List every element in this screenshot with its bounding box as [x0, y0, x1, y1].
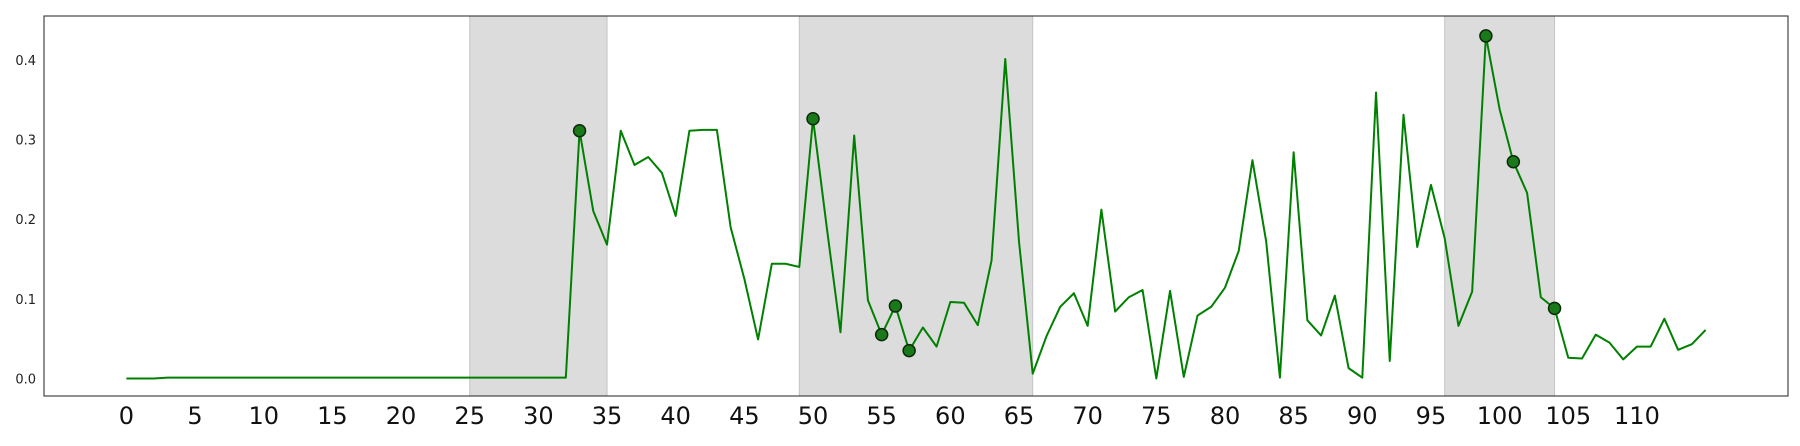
plot-area-frame — [43, 15, 1789, 397]
x-tick-label: 45 — [729, 402, 760, 430]
x-tick-label: 60 — [935, 402, 966, 430]
x-tick-label: 80 — [1210, 402, 1241, 430]
x-tick-label: 10 — [248, 402, 279, 430]
y-axis: 0.0 0.1 0.2 0.3 0.4 — [15, 54, 36, 388]
x-axis: 0 5 10 15 20 25 30 35 40 45 50 55 60 65 70 75 80 85 90 95 10… — [119, 402, 1660, 430]
x-tick-label: 100 — [1477, 402, 1523, 430]
x-tick-label: 95 — [1416, 402, 1447, 430]
shaded-region-1 — [798, 15, 1034, 397]
y-tick-label: 0.0 — [15, 372, 36, 387]
x-tick-label: 30 — [523, 402, 554, 430]
x-tick-label: 15 — [317, 402, 348, 430]
highlight-marker — [1479, 29, 1493, 43]
shaded-region-2 — [1444, 15, 1556, 397]
y-tick-label: 0.3 — [15, 133, 36, 148]
y-tick-label: 0.1 — [15, 293, 36, 308]
highlight-marker — [902, 343, 916, 358]
highlight-marker — [572, 123, 587, 138]
x-tick-label: 35 — [592, 402, 623, 430]
x-tick-label: 40 — [660, 402, 691, 430]
x-tick-label: 70 — [1072, 402, 1103, 430]
highlight-marker — [1506, 155, 1521, 169]
shaded-region-0 — [469, 15, 608, 397]
y-tick-label: 0.4 — [15, 54, 36, 69]
x-tick-label: 50 — [798, 402, 829, 430]
x-tick-label: 75 — [1141, 402, 1172, 430]
x-tick-label: 105 — [1545, 402, 1591, 430]
series-line — [126, 34, 1707, 380]
x-tick-label: 90 — [1347, 402, 1378, 430]
x-tick-label: 55 — [866, 402, 897, 430]
x-tick-label: 110 — [1614, 402, 1660, 430]
highlight-marker — [888, 299, 903, 313]
highlight-marker — [806, 112, 820, 126]
x-tick-label: 20 — [386, 402, 417, 430]
highlight-marker — [874, 327, 889, 342]
x-tick-label: 65 — [1004, 402, 1035, 430]
highlighted-markers — [572, 29, 1562, 358]
x-tick-label: 25 — [454, 402, 485, 430]
x-tick-label: 0 — [119, 402, 134, 430]
y-tick-label: 0.2 — [15, 213, 36, 228]
x-tick-label: 85 — [1278, 402, 1309, 430]
x-tick-label: 5 — [187, 402, 202, 430]
highlight-marker — [1547, 301, 1562, 316]
